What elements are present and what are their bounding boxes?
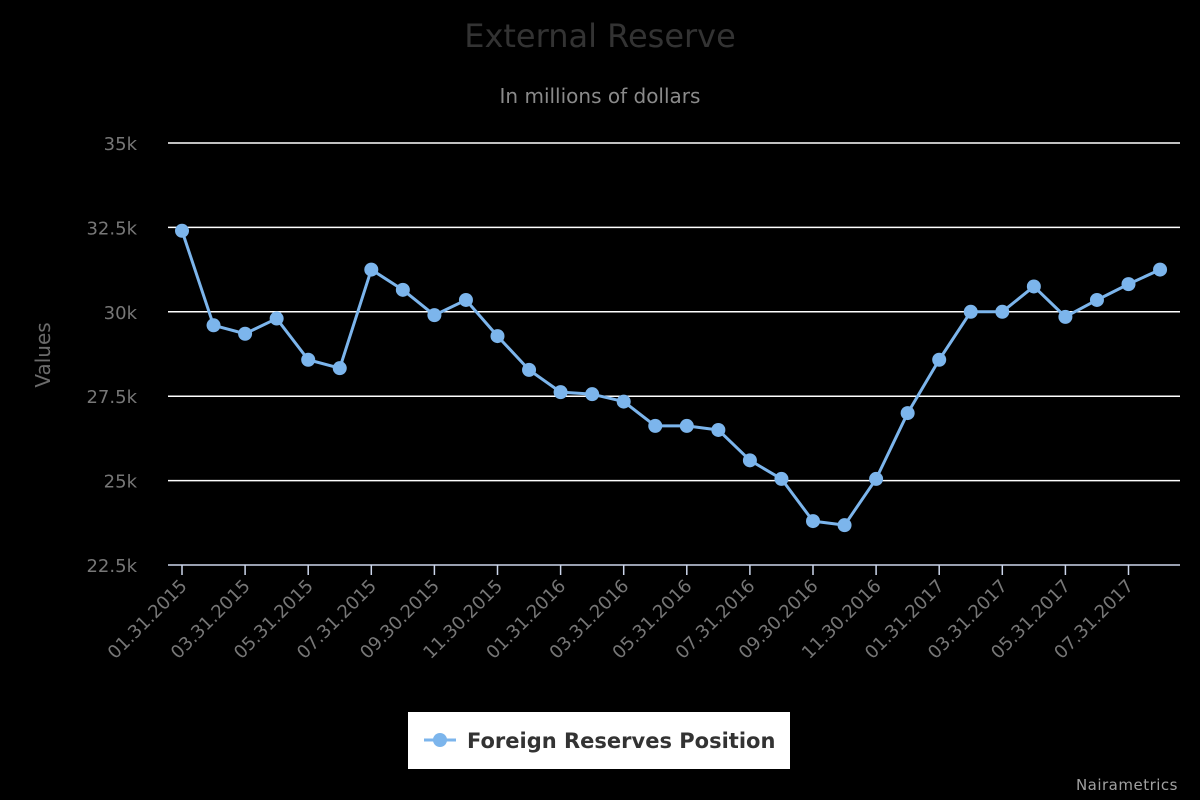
data-point[interactable] xyxy=(269,311,284,326)
data-point[interactable] xyxy=(238,326,253,341)
y-axis-label: Values xyxy=(31,322,55,387)
data-point[interactable] xyxy=(774,471,789,486)
data-point[interactable] xyxy=(679,418,694,433)
data-point[interactable] xyxy=(995,304,1010,319)
data-point[interactable] xyxy=(553,385,568,400)
data-point[interactable] xyxy=(900,406,915,421)
gridlines xyxy=(168,142,1180,482)
legend-label[interactable]: Foreign Reserves Position xyxy=(467,729,775,753)
data-point[interactable] xyxy=(711,422,726,437)
x-axis: 01.31.201503.31.201505.31.201507.31.2015… xyxy=(104,564,1180,663)
data-point[interactable] xyxy=(616,394,631,409)
data-point[interactable] xyxy=(458,292,473,307)
legend-box xyxy=(408,712,790,769)
y-tick-label: 27.5k xyxy=(86,387,137,408)
data-point[interactable] xyxy=(332,361,347,376)
chart-subtitle: In millions of dollars xyxy=(500,84,701,108)
data-point[interactable] xyxy=(869,471,884,486)
data-point[interactable] xyxy=(932,352,947,367)
legend-marker-icon xyxy=(433,733,447,747)
y-tick-label: 22.5k xyxy=(86,556,137,577)
legend[interactable]: Foreign Reserves Position xyxy=(408,712,790,769)
data-point[interactable] xyxy=(837,518,852,533)
data-point[interactable] xyxy=(963,304,978,319)
data-point[interactable] xyxy=(395,282,410,297)
data-point[interactable] xyxy=(1058,309,1073,324)
data-point[interactable] xyxy=(742,453,757,468)
data-point[interactable] xyxy=(585,387,600,402)
data-point[interactable] xyxy=(806,514,820,529)
data-point[interactable] xyxy=(1153,262,1168,277)
y-tick-label: 35k xyxy=(104,134,138,155)
data-point[interactable] xyxy=(522,362,537,377)
y-tick-label: 25k xyxy=(104,472,138,493)
y-axis-ticks: 22.5k 25k 27.5k 30k 32.5k 35k xyxy=(86,134,137,577)
data-point[interactable] xyxy=(490,329,505,344)
y-tick-label: 30k xyxy=(104,303,138,324)
data-point[interactable] xyxy=(175,223,189,238)
credit-text[interactable]: Nairametrics xyxy=(1076,776,1178,794)
data-point[interactable] xyxy=(364,262,379,277)
data-point[interactable] xyxy=(648,418,663,433)
chart-title: External Reserve xyxy=(464,17,736,55)
data-point[interactable] xyxy=(1089,292,1104,307)
series-foreign-reserves[interactable] xyxy=(175,223,1168,533)
data-point[interactable] xyxy=(206,318,221,333)
data-point[interactable] xyxy=(1121,277,1136,292)
data-point[interactable] xyxy=(427,308,442,323)
data-point[interactable] xyxy=(301,352,316,367)
data-point[interactable] xyxy=(1026,279,1041,294)
y-tick-label: 32.5k xyxy=(86,218,137,239)
